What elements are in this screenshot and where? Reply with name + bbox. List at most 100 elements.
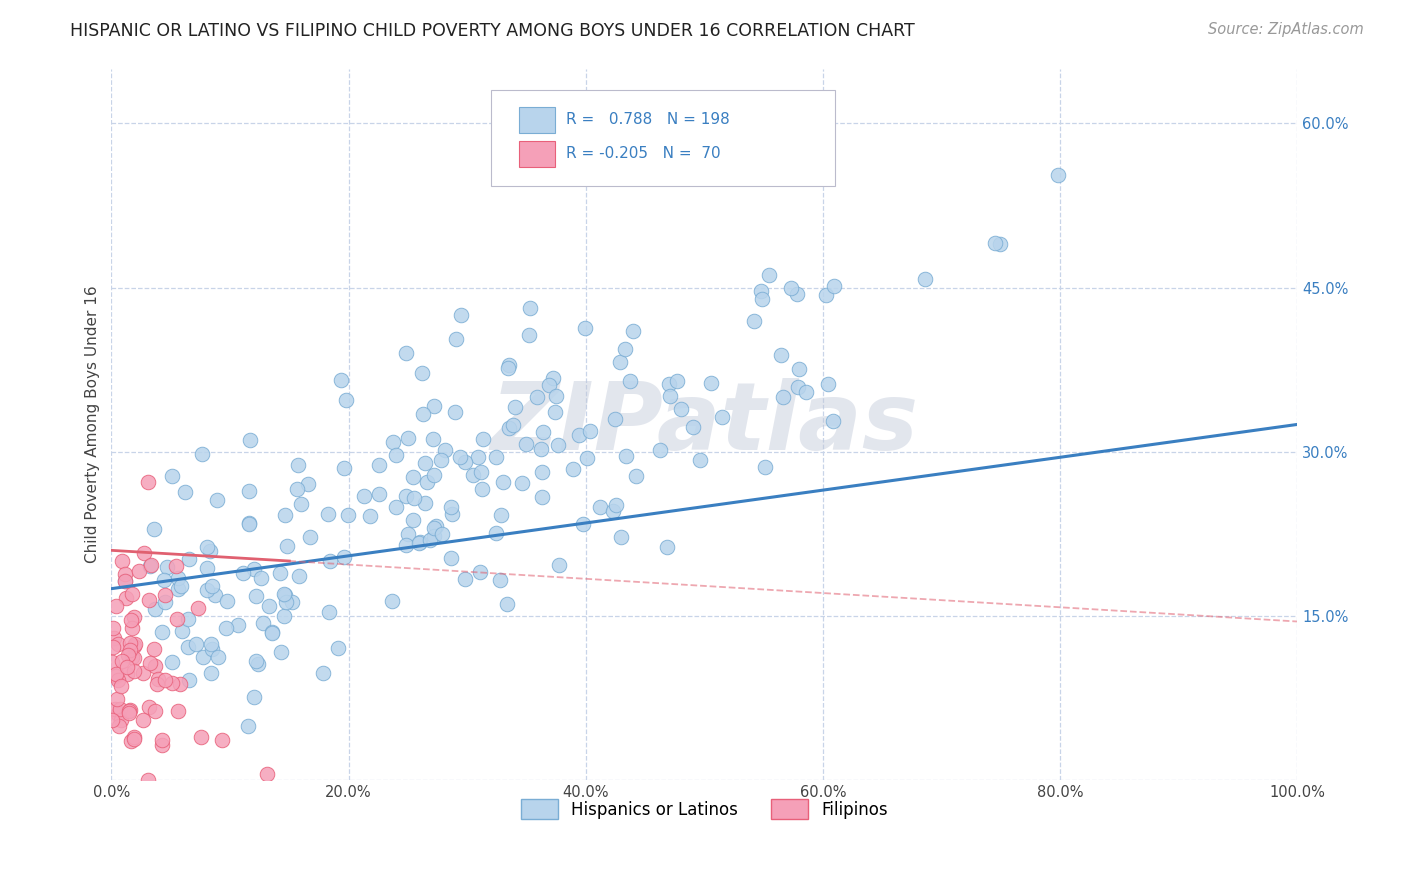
Point — [115, 591, 138, 605]
Point — [547, 437, 569, 451]
Point — [602, 504, 624, 518]
Point — [395, 346, 418, 360]
Point — [101, 621, 124, 635]
Point — [120, 703, 142, 717]
Point — [200, 637, 222, 651]
Point — [359, 508, 381, 523]
Point — [118, 705, 141, 719]
Point — [700, 376, 723, 390]
Point — [166, 704, 188, 718]
Point — [471, 482, 494, 496]
Point — [488, 573, 510, 587]
Point — [145, 704, 167, 718]
Point — [215, 593, 238, 607]
Text: ZIPatlas: ZIPatlas — [491, 378, 918, 470]
Point — [440, 507, 463, 521]
Point — [173, 484, 195, 499]
Point — [381, 435, 404, 450]
Point — [257, 599, 280, 614]
Point — [190, 448, 212, 462]
Point — [544, 405, 567, 419]
Point — [288, 568, 311, 582]
Point — [430, 452, 453, 467]
Text: HISPANIC OR LATINO VS FILIPINO CHILD POVERTY AMONG BOYS UNDER 16 CORRELATION CHA: HISPANIC OR LATINO VS FILIPINO CHILD POV… — [70, 22, 915, 40]
Text: R =   0.788   N = 198: R = 0.788 N = 198 — [565, 112, 730, 128]
Point — [502, 417, 524, 432]
FancyBboxPatch shape — [491, 90, 835, 186]
Point — [105, 692, 128, 706]
Point — [381, 594, 404, 608]
Point — [226, 618, 249, 632]
Point — [496, 360, 519, 375]
Point — [138, 656, 160, 670]
Point — [207, 650, 229, 665]
Point — [439, 550, 461, 565]
Point — [449, 450, 471, 464]
Legend: Hispanics or Latinos, Filipinos: Hispanics or Latinos, Filipinos — [515, 793, 894, 825]
Point — [122, 730, 145, 744]
Point — [134, 546, 156, 560]
Point — [245, 654, 267, 668]
Point — [787, 362, 810, 376]
Point — [332, 549, 354, 564]
Point — [510, 476, 533, 491]
Point — [402, 470, 425, 484]
Point — [794, 385, 817, 400]
Point — [423, 399, 446, 413]
Point — [574, 321, 596, 335]
Point — [101, 655, 124, 669]
Point — [252, 616, 274, 631]
Point — [498, 421, 520, 435]
Point — [402, 491, 425, 505]
Point — [758, 268, 780, 282]
Point — [143, 641, 166, 656]
Point — [754, 459, 776, 474]
Point — [787, 380, 810, 394]
Point — [215, 621, 238, 635]
Point — [124, 637, 146, 651]
Point — [472, 432, 495, 446]
Point — [682, 419, 704, 434]
Point — [177, 551, 200, 566]
Point — [162, 468, 184, 483]
Point — [412, 407, 434, 421]
Point — [169, 677, 191, 691]
Point — [204, 588, 226, 602]
Point — [187, 601, 209, 615]
Point — [751, 292, 773, 306]
Point — [114, 574, 136, 588]
Point — [519, 301, 541, 316]
Point — [122, 651, 145, 665]
Point — [440, 500, 463, 514]
Point — [245, 589, 267, 603]
Point — [453, 455, 475, 469]
Point — [422, 432, 444, 446]
Point — [238, 483, 260, 498]
Point — [121, 649, 143, 664]
Point — [770, 347, 793, 361]
Point — [136, 773, 159, 788]
Point — [495, 597, 517, 611]
Point — [572, 516, 595, 531]
Point — [238, 516, 260, 530]
Point — [131, 666, 153, 681]
Point — [138, 699, 160, 714]
Point — [669, 402, 692, 417]
Point — [409, 535, 432, 549]
Point — [122, 664, 145, 678]
Point — [368, 487, 391, 501]
Point — [195, 583, 218, 598]
Point — [503, 400, 526, 414]
Point — [823, 279, 845, 293]
Point — [578, 424, 600, 438]
Point — [177, 673, 200, 688]
Point — [177, 640, 200, 655]
Point — [104, 702, 127, 716]
Point — [205, 492, 228, 507]
Point — [749, 284, 772, 298]
Point — [155, 673, 177, 688]
Point — [138, 593, 160, 607]
Point — [273, 588, 295, 602]
Point — [385, 500, 408, 515]
Point — [814, 287, 837, 301]
